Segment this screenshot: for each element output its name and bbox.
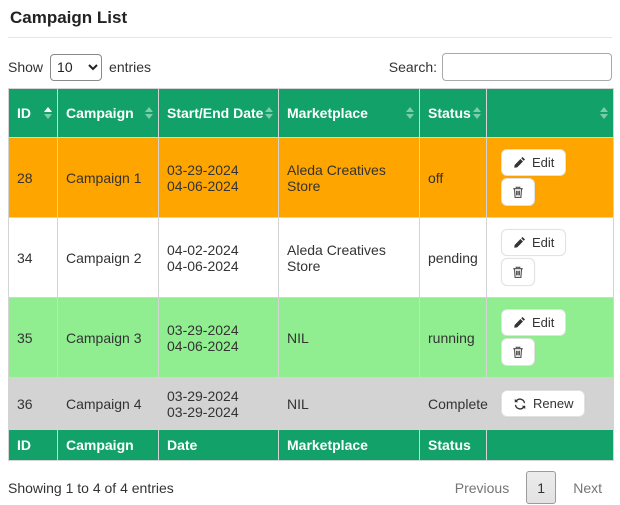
sort-icons: [600, 107, 608, 119]
header-status[interactable]: Status: [419, 88, 487, 138]
cell-marketplace: NIL: [278, 377, 420, 430]
sort-icons: [44, 107, 52, 119]
header-actions[interactable]: [486, 88, 614, 138]
delete-button[interactable]: [501, 258, 535, 287]
pencil-icon: [514, 236, 526, 248]
cell-date: 03-29-2024 03-29-2024: [158, 377, 279, 430]
entries-label: entries: [109, 59, 152, 75]
sort-asc-icon: [406, 107, 414, 112]
footer-status: Status: [419, 429, 487, 461]
cell-id: 36: [8, 377, 58, 430]
page-length-control: Show 10 entries: [8, 53, 152, 81]
header-campaign[interactable]: Campaign: [57, 88, 159, 138]
footer-date: Date: [158, 429, 279, 461]
cell-campaign: Campaign 3: [57, 297, 159, 378]
cell-status: off: [419, 137, 487, 218]
pencil-icon: [514, 156, 526, 168]
previous-page-button[interactable]: Previous: [454, 479, 510, 496]
cell-campaign: Campaign 2: [57, 217, 159, 298]
table-row: 28 Campaign 1 03-29-2024 04-06-2024 Aleda…: [8, 137, 614, 218]
refresh-icon: [514, 397, 526, 410]
cell-date: 03-29-2024 04-06-2024: [158, 297, 279, 378]
pencil-icon: [514, 316, 526, 328]
cell-date: 03-29-2024 04-06-2024: [158, 137, 279, 218]
sort-asc-icon: [600, 107, 608, 112]
footer-actions: [486, 429, 614, 461]
title-divider: [8, 37, 612, 38]
edit-button[interactable]: Edit: [501, 228, 567, 257]
sort-icons: [473, 107, 481, 119]
edit-button[interactable]: Edit: [501, 308, 567, 337]
pagination: Previous 1 Next: [455, 471, 602, 504]
table-header: ID Campaign Start/End Date Marketplace S…: [8, 88, 614, 138]
page-length-select[interactable]: 10: [50, 53, 103, 81]
delete-button[interactable]: [501, 338, 535, 367]
next-page-button[interactable]: Next: [573, 479, 602, 496]
search-label: Search:: [388, 59, 437, 75]
cell-date: 04-02-2024 04-06-2024: [158, 217, 279, 298]
table-row: 34 Campaign 2 04-02-2024 04-06-2024 Aleda…: [8, 217, 614, 298]
cell-actions: Edit: [486, 297, 614, 378]
cell-id: 35: [8, 297, 58, 378]
table-footer-row: ID Campaign Date Marketplace Status: [8, 429, 614, 461]
campaign-table: ID Campaign Start/End Date Marketplace S…: [8, 88, 614, 461]
renew-button[interactable]: Renew: [501, 389, 586, 418]
search-input[interactable]: [442, 53, 612, 81]
header-date[interactable]: Start/End Date: [158, 88, 279, 138]
cell-status: Complete: [419, 377, 488, 430]
trash-icon: [513, 187, 523, 199]
sort-icons: [265, 107, 273, 119]
cell-id: 28: [8, 137, 58, 218]
cell-actions: Edit: [486, 137, 614, 218]
entries-summary: Showing 1 to 4 of 4 entries: [8, 479, 174, 496]
cell-marketplace: Aleda Creatives Store: [278, 217, 420, 298]
cell-status: pending: [419, 217, 487, 298]
cell-campaign: Campaign 1: [57, 137, 159, 218]
page-title: Campaign List: [10, 8, 128, 27]
sort-asc-icon: [44, 107, 52, 112]
footer-campaign: Campaign: [57, 429, 159, 461]
header-marketplace[interactable]: Marketplace: [278, 88, 420, 138]
search-control: Search:: [389, 53, 612, 81]
sort-desc-icon: [44, 114, 52, 119]
table-row: 35 Campaign 3 03-29-2024 04-06-2024 NIL r…: [8, 297, 614, 378]
cell-actions: Renew: [486, 377, 614, 430]
edit-button[interactable]: Edit: [501, 148, 567, 177]
sort-desc-icon: [406, 114, 414, 119]
sort-asc-icon: [473, 107, 481, 112]
sort-icons: [145, 107, 153, 119]
show-label: Show: [8, 59, 44, 75]
header-id[interactable]: ID: [8, 88, 58, 138]
table-row: 36 Campaign 4 03-29-2024 03-29-2024 NIL C…: [8, 377, 614, 430]
cell-actions: Edit: [486, 217, 614, 298]
table-info-bar: Showing 1 to 4 of 4 entries Previous 1 N…: [8, 471, 612, 504]
sort-desc-icon: [145, 114, 153, 119]
cell-id: 34: [8, 217, 58, 298]
sort-asc-icon: [145, 107, 153, 112]
trash-icon: [513, 267, 523, 279]
sort-asc-icon: [265, 107, 273, 112]
cell-marketplace: NIL: [278, 297, 420, 378]
sort-desc-icon: [600, 114, 608, 119]
table-controls: Show 10 entries Search:: [8, 53, 612, 81]
table-body: 28 Campaign 1 03-29-2024 04-06-2024 Aleda…: [8, 137, 614, 430]
footer-marketplace: Marketplace: [278, 429, 420, 461]
delete-button[interactable]: [501, 178, 535, 207]
cell-status: running: [419, 297, 487, 378]
trash-icon: [513, 347, 523, 359]
sort-desc-icon: [473, 114, 481, 119]
footer-id: ID: [8, 429, 58, 461]
page-number-button[interactable]: 1: [526, 471, 557, 504]
sort-icons: [406, 107, 414, 119]
cell-campaign: Campaign 4: [57, 377, 159, 430]
sort-desc-icon: [265, 114, 273, 119]
cell-marketplace: Aleda Creatives Store: [278, 137, 420, 218]
